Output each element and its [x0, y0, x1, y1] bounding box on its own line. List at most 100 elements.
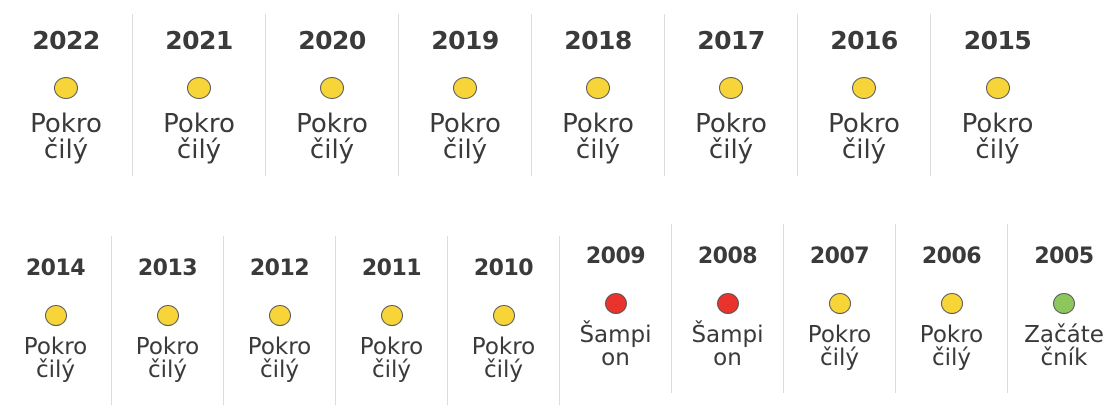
status-dot — [320, 77, 344, 99]
status-label: Pokro čilý — [24, 336, 87, 382]
year-label: 2022 — [32, 26, 100, 55]
status-label: Pokro čilý — [562, 111, 634, 163]
status-label-line: čilý — [575, 135, 621, 165]
year-item: 2005 Začáte čník — [1008, 224, 1109, 393]
status-label-line: čilý — [975, 135, 1020, 165]
year-item: 2012 Pokro čilý — [224, 236, 336, 405]
status-dot — [156, 305, 179, 326]
year-label: 2010 — [473, 256, 534, 281]
status-label: Pokro čilý — [828, 111, 900, 163]
year-label: 2008 — [697, 244, 758, 269]
year-item: 2013 Pokro čilý — [112, 236, 224, 405]
year-label: 2015 — [963, 26, 1032, 55]
year-item: 2014 Pokro čilý — [0, 236, 112, 405]
year-label: 2005 — [1034, 244, 1094, 269]
status-label-line: Pokro — [163, 109, 235, 139]
year-label: 2012 — [249, 256, 310, 281]
status-label-line: Pokro — [562, 109, 634, 139]
status-label-line: čilý — [176, 135, 222, 165]
status-label-line: čilý — [371, 357, 412, 383]
status-dot — [453, 77, 477, 99]
status-label-line: Pokro — [135, 334, 200, 360]
status-label: Pokro čilý — [962, 111, 1034, 163]
year-item: 2022 Pokro čilý — [0, 14, 133, 176]
year-label: 2020 — [298, 26, 366, 55]
year-label: 2018 — [564, 26, 632, 55]
status-label-line: čilý — [483, 357, 524, 383]
year-item: 2011 Pokro čilý — [336, 236, 448, 405]
status-label-line: čilý — [708, 135, 754, 165]
year-item: 2021 Pokro čilý — [133, 14, 266, 176]
status-label-line: on — [601, 345, 630, 371]
status-label-line: Pokro — [23, 334, 88, 360]
status-dot — [268, 305, 291, 326]
status-label-line: Pokro — [807, 322, 872, 348]
status-label-line: čilý — [43, 135, 89, 165]
status-label: Pokro čilý — [429, 111, 501, 163]
status-label: Pokro čilý — [808, 324, 871, 370]
status-dot — [852, 77, 876, 99]
status-label: Šampi on — [691, 324, 763, 370]
status-label: Pokro čilý — [920, 324, 983, 370]
status-dot — [604, 293, 627, 314]
year-item: 2015 Pokro čilý — [931, 14, 1064, 176]
status-label-line: Začáte — [1024, 322, 1104, 348]
year-item: 2017 Pokro čilý — [665, 14, 798, 176]
status-label: Pokro čilý — [360, 336, 423, 382]
status-label-line: Pokro — [828, 109, 900, 139]
year-item: 2010 Pokro čilý — [448, 236, 560, 405]
status-dot — [54, 77, 78, 99]
status-label-line: čilý — [259, 357, 300, 383]
year-row: 2014 Pokro čilý 2013 Pokro čilý 2012 Pokro čilý 2… — [0, 224, 1109, 405]
status-dot — [586, 77, 610, 99]
status-label: Pokro čilý — [472, 336, 535, 382]
status-label-line: Pokro — [359, 334, 424, 360]
status-label-line: on — [713, 345, 742, 371]
status-label-line: Šampi — [691, 322, 764, 348]
status-label-line: Pokro — [961, 109, 1034, 139]
year-label: 2006 — [921, 244, 982, 269]
year-item: 2019 Pokro čilý — [399, 14, 532, 176]
status-label: Pokro čilý — [136, 336, 199, 382]
status-label: Pokro čilý — [30, 111, 102, 163]
status-label: Pokro čilý — [296, 111, 368, 163]
year-item: 2009 Šampi on — [560, 224, 672, 393]
status-dot — [828, 293, 851, 314]
status-label-line: Pokro — [429, 109, 501, 139]
status-label: Pokro čilý — [248, 336, 311, 382]
status-dot — [44, 305, 67, 326]
status-label-line: čilý — [442, 135, 488, 165]
year-item: 2008 Šampi on — [672, 224, 784, 393]
status-label-line: čilý — [35, 357, 76, 383]
status-label-line: Pokro — [296, 109, 368, 139]
status-label-line: čník — [1040, 345, 1088, 371]
status-label-line: čilý — [309, 135, 355, 165]
year-label: 2016 — [830, 26, 898, 55]
year-label: 2009 — [585, 244, 646, 269]
year-label: 2017 — [697, 26, 765, 55]
year-label: 2021 — [165, 26, 233, 55]
year-label: 2019 — [431, 26, 499, 55]
status-dot — [940, 293, 963, 314]
status-label-line: čilý — [147, 357, 188, 383]
status-dot — [719, 77, 743, 99]
status-label-line: Pokro — [695, 109, 767, 139]
status-dot — [716, 293, 739, 314]
year-item: 2016 Pokro čilý — [798, 14, 931, 176]
status-label-line: Pokro — [30, 109, 102, 139]
status-dot — [380, 305, 403, 326]
status-dot — [187, 77, 211, 99]
status-label-line: Šampi — [579, 322, 652, 348]
year-item: 2006 Pokro čilý — [896, 224, 1008, 393]
year-label: 2013 — [137, 256, 198, 281]
year-label: 2014 — [25, 256, 86, 281]
status-label: Pokro čilý — [163, 111, 235, 163]
status-label: Šampi on — [579, 324, 651, 370]
status-label-line: čilý — [931, 345, 972, 371]
year-item: 2020 Pokro čilý — [266, 14, 399, 176]
year-row: 2022 Pokro čilý 2021 Pokro čilý 2020 Pokro čilý 2… — [0, 14, 1064, 176]
status-dot — [1053, 293, 1075, 314]
year-item: 2018 Pokro čilý — [532, 14, 665, 176]
status-label: Začáte čník — [1024, 324, 1104, 370]
